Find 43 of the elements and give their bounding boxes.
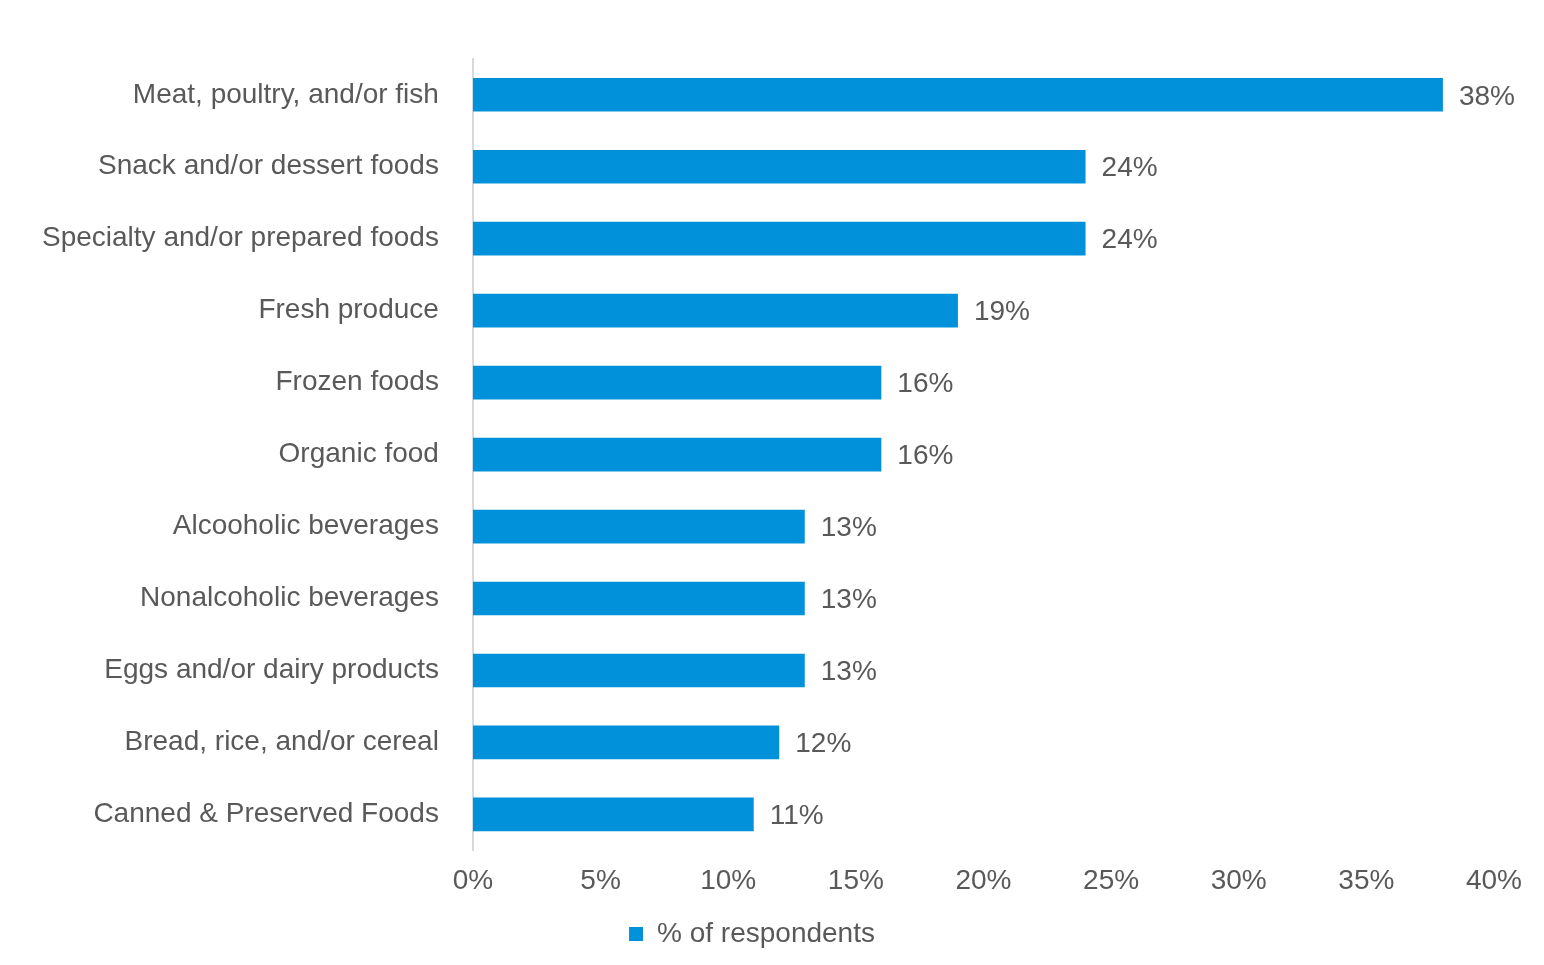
- y-tick-label: Specialty and/or prepared foods: [42, 221, 439, 253]
- bar: [472, 221, 1086, 256]
- x-tick-label: 5%: [580, 863, 621, 895]
- x-tick-label: 20%: [955, 863, 1012, 895]
- x-tick-label: 15%: [827, 863, 884, 895]
- data-label: 13%: [820, 655, 877, 687]
- bar: [472, 365, 882, 400]
- bar: [472, 797, 754, 832]
- data-label: 11%: [769, 799, 824, 831]
- x-tick-label: 0%: [452, 863, 494, 895]
- bar: [472, 509, 805, 544]
- x-tick-label: 35%: [1338, 863, 1395, 895]
- bar: [472, 437, 882, 472]
- data-label: 12%: [795, 727, 852, 759]
- y-tick-label: Frozen foods: [275, 365, 439, 397]
- legend-label: % of respondents: [657, 916, 875, 948]
- y-tick-label: Meat, poultry, and/or fish: [132, 77, 439, 109]
- data-label: 24%: [1101, 151, 1158, 183]
- x-tick-label: 25%: [1083, 863, 1140, 895]
- bar: [472, 149, 1086, 184]
- bar: [472, 293, 958, 328]
- y-tick-label: Bread, rice, and/or cereal: [124, 725, 439, 757]
- data-label: 38%: [1458, 79, 1515, 111]
- x-tick-label: 30%: [1210, 863, 1267, 895]
- y-tick-label: Eggs and/or dairy products: [104, 653, 439, 685]
- bar: [472, 581, 805, 616]
- data-label: 19%: [973, 295, 1030, 327]
- y-tick-label: Fresh produce: [258, 293, 439, 325]
- y-tick-label: Alcooholic beverages: [172, 509, 439, 541]
- data-label: 16%: [897, 367, 954, 399]
- bar: [472, 653, 805, 688]
- data-label: 24%: [1101, 223, 1158, 255]
- data-label: 16%: [897, 439, 954, 471]
- bar: [472, 725, 780, 760]
- bar: [472, 77, 1443, 112]
- y-tick-label: Nonalcoholic beverages: [140, 581, 439, 613]
- y-tick-label: Canned & Preserved Foods: [93, 797, 439, 829]
- x-tick-label: 10%: [700, 863, 757, 895]
- x-tick-label: 40%: [1465, 863, 1522, 895]
- y-tick-label: Snack and/or dessert foods: [98, 149, 439, 181]
- data-label: 13%: [820, 511, 877, 543]
- y-tick-label: Organic food: [278, 437, 439, 469]
- data-label: 13%: [820, 583, 877, 615]
